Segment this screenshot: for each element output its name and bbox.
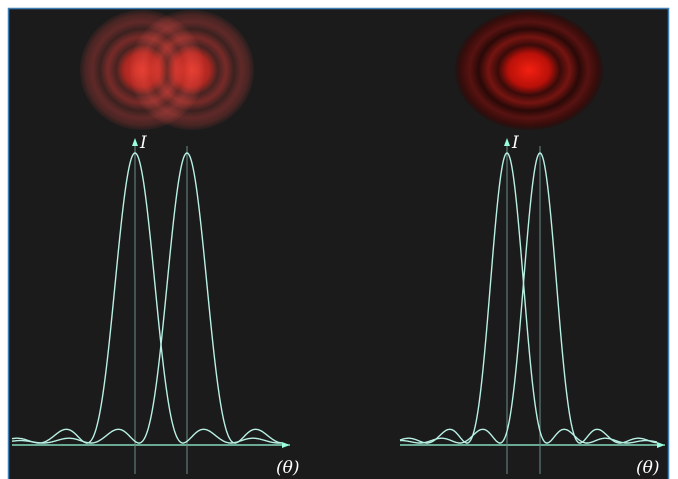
x-axis-label: (θ) (636, 458, 660, 478)
y-axis-label: I (139, 133, 147, 153)
y-axis-label: I (511, 133, 519, 153)
diagram: I (θ) I (θ) (0, 0, 678, 479)
page: I (θ) I (θ) (() => { const data = JSON.p… (0, 0, 678, 479)
airy-disk (130, 10, 254, 130)
blob-left (80, 10, 254, 130)
x-axis-label: (θ) (276, 458, 300, 478)
airy-disk (455, 10, 603, 130)
